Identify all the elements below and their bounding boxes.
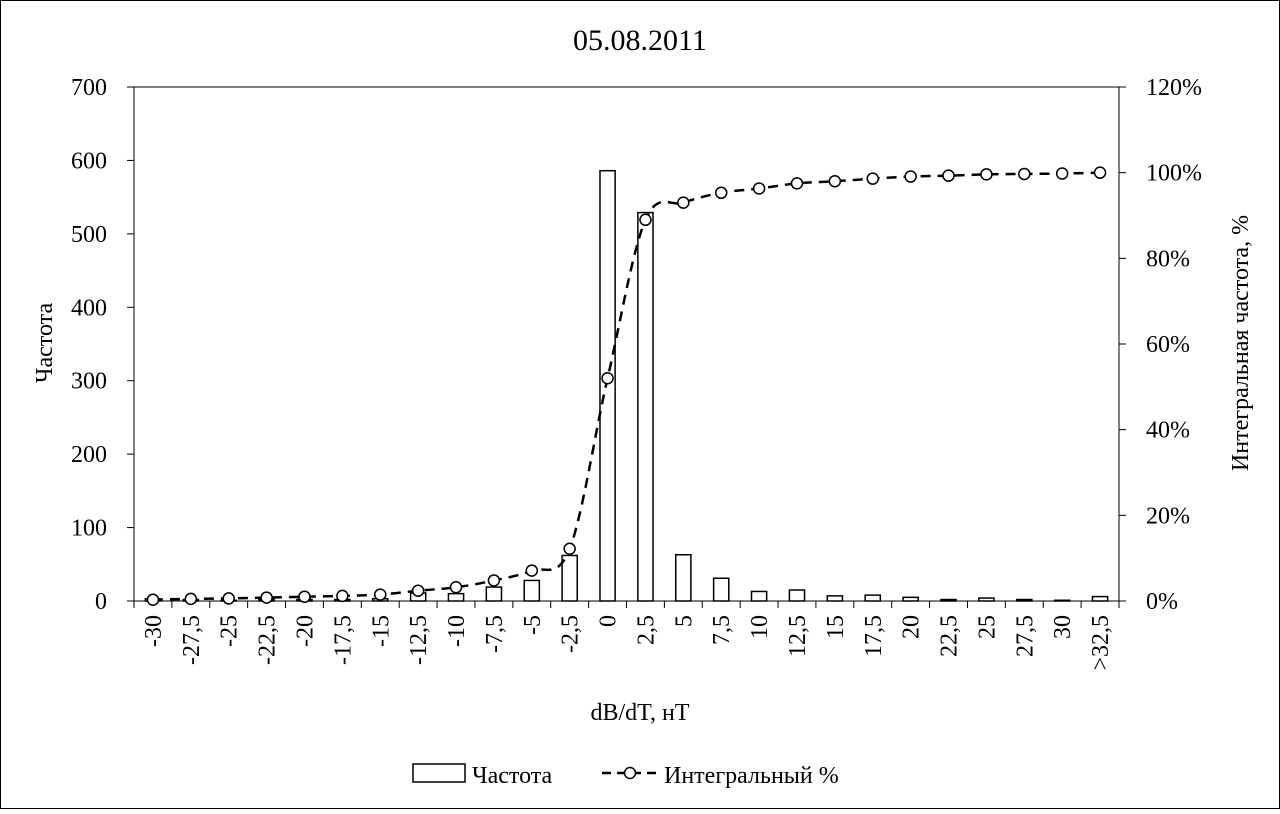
bar: [940, 598, 957, 602]
bar: [1091, 595, 1109, 602]
x-tick-label: -2,5: [558, 615, 584, 653]
y-left-tick-label: 700: [71, 75, 107, 101]
y-right-tick-label: 0%: [1146, 589, 1178, 615]
y-right-tick-label: 100%: [1146, 161, 1202, 187]
y-left-tick-label: 300: [71, 369, 107, 395]
x-tick-label: -10: [444, 615, 470, 647]
x-tick-label: -25: [217, 615, 243, 647]
x-tick-label: 12,5: [785, 615, 811, 657]
cumulative-point: [677, 196, 690, 209]
cumulative-point: [601, 372, 614, 385]
cumulative-point: [904, 170, 917, 183]
x-tick-label: 2,5: [633, 615, 659, 645]
cumulative-point: [1055, 167, 1069, 180]
x-tick-label: -5: [520, 615, 546, 635]
bar: [485, 586, 503, 602]
cumulative-line: [152, 171, 1101, 601]
x-tick-label: 15: [823, 615, 849, 639]
legend-bar-swatch: [412, 763, 466, 783]
y-right-tick-label: 60%: [1146, 332, 1190, 358]
bar: [750, 590, 768, 602]
x-tick-label: 5: [671, 615, 697, 627]
cumulative-point: [942, 169, 955, 182]
y-left-tick-label: 600: [71, 148, 107, 174]
x-tick-label: 30: [1050, 615, 1076, 639]
bar: [1015, 598, 1033, 602]
cumulative-point: [260, 591, 273, 604]
bar: [864, 594, 882, 602]
x-tick-label: 25: [974, 615, 1000, 639]
x-tick-label: -22,5: [255, 615, 281, 665]
legend-marker: [623, 766, 637, 780]
x-tick-label: -17,5: [330, 615, 356, 665]
x-tick-label: 27,5: [1012, 615, 1038, 657]
x-tick-label: -15: [368, 615, 394, 647]
y-right-tick-label: 120%: [1146, 75, 1202, 101]
y-left-tick-label: 100: [71, 516, 107, 542]
cumulative-point: [487, 574, 501, 587]
legend-label-frequency: Частота: [472, 763, 553, 789]
cumulative-point: [752, 182, 766, 195]
cumulative-point: [336, 589, 349, 603]
y-axis-right-label: Интегральная частота, %: [1228, 215, 1254, 471]
cumulative-point: [298, 590, 311, 603]
x-tick-label: 22,5: [937, 615, 963, 657]
cumulative-point: [1018, 167, 1031, 181]
x-tick-label: >32,5: [1088, 615, 1114, 671]
y-left-tick-label: 400: [71, 295, 107, 321]
bar: [712, 577, 730, 602]
bar: [561, 554, 578, 602]
legend-label-cumulative: Интегральный %: [664, 763, 839, 789]
y-right-tick-label: 20%: [1146, 503, 1190, 529]
bar: [1053, 599, 1071, 602]
x-tick-label: 7,5: [709, 615, 735, 645]
y-left-tick-label: 200: [71, 442, 107, 468]
bar: [978, 597, 995, 602]
y-axis-left-label: Частота: [32, 303, 58, 384]
cumulative-point: [184, 592, 198, 606]
bar: [788, 589, 806, 602]
legend: Частота Интегральный %: [412, 763, 839, 789]
x-tick-label: 20: [899, 615, 925, 639]
cumulative-point: [146, 593, 160, 606]
x-tick-label: -12,5: [406, 615, 432, 665]
y-left-tick-label: 0: [95, 589, 107, 615]
cumulative-point: [525, 564, 539, 577]
cumulative-point: [639, 213, 652, 227]
x-tick-label: -27,5: [179, 615, 205, 665]
bar: [599, 169, 616, 602]
cumulative-point: [374, 588, 387, 601]
x-tick-label: 10: [747, 615, 773, 639]
bar: [675, 553, 692, 602]
cumulative-point: [980, 168, 993, 181]
cumulative-point: [411, 584, 425, 597]
cumulative-point: [449, 581, 463, 594]
bar: [637, 211, 654, 602]
cumulative-point: [790, 177, 804, 190]
y-right-tick-label: 80%: [1146, 246, 1190, 272]
cumulative-point: [1093, 166, 1107, 179]
x-tick-label: -30: [141, 615, 167, 647]
x-tick-label: -20: [292, 615, 318, 647]
bar: [902, 596, 919, 602]
bar: [826, 595, 844, 602]
x-axis-label: dB/dT, нТ: [590, 700, 689, 726]
x-tick-label: 17,5: [861, 615, 887, 657]
x-tick-label: -7,5: [482, 615, 508, 653]
cumulative-point: [866, 172, 879, 185]
y-right-tick-label: 40%: [1146, 418, 1190, 444]
cumulative-point: [714, 186, 728, 200]
bar: [447, 592, 465, 602]
cumulative-point: [828, 174, 842, 188]
y-left-tick-label: 500: [71, 222, 107, 248]
bar: [523, 579, 541, 602]
cumulative-point: [563, 542, 576, 555]
cumulative-point: [222, 592, 235, 605]
chart-title: 05.08.2011: [573, 24, 707, 57]
x-tick-label: 0: [596, 615, 622, 627]
